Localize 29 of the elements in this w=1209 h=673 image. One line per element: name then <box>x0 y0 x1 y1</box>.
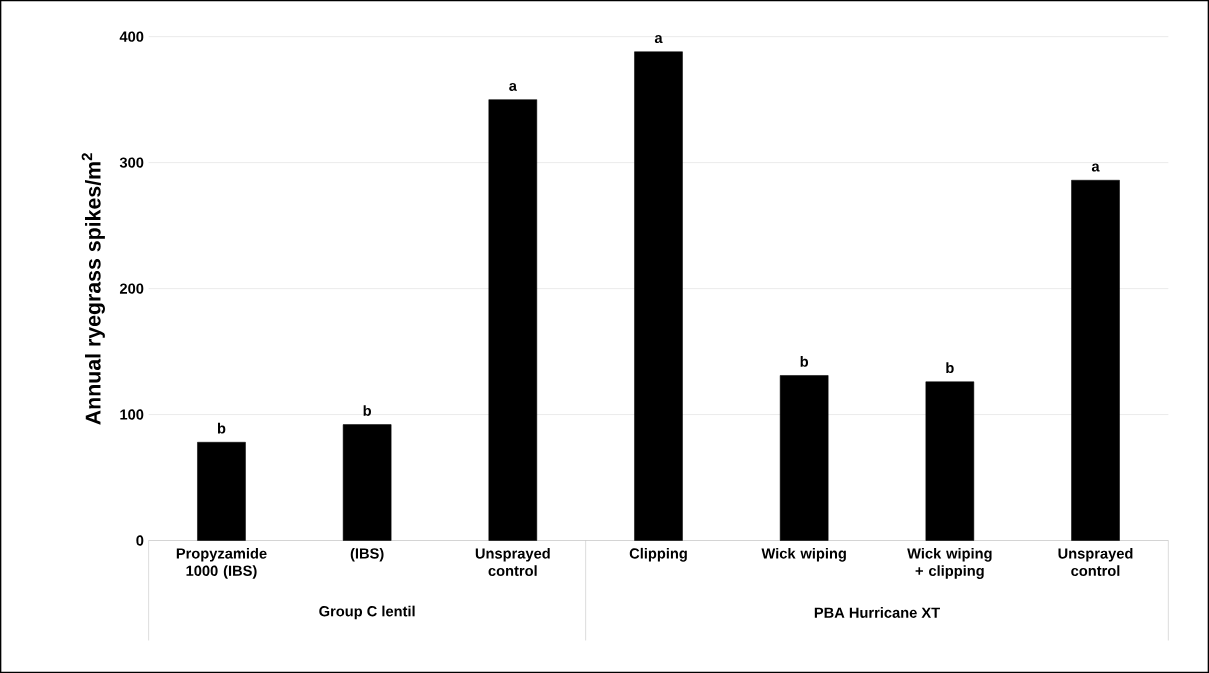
data-label: b <box>217 422 226 434</box>
y-tick-label: 200 <box>119 283 144 294</box>
bar <box>634 51 683 541</box>
x-tick-label: Clipping <box>629 547 687 562</box>
data-label: b <box>946 362 954 374</box>
y-tick-label: 0 <box>136 535 144 546</box>
y-tick-label: 300 <box>119 157 144 168</box>
bar <box>197 441 246 541</box>
data-label: b <box>800 355 809 367</box>
bar <box>779 375 829 541</box>
y-axis-title: Annual ryegrass spikes/m$^{2}$ <box>81 153 105 425</box>
text: PBA Hurricane XT <box>814 607 940 618</box>
y-tick-label: 100 <box>120 409 144 420</box>
x-tick-label: Wick wiping + clipping <box>907 547 992 579</box>
data-label: a <box>654 34 663 43</box>
x-tick-label: Propyzamide 1000 (IBS) <box>176 547 267 579</box>
x-tick-label: Unsprayed control <box>475 547 550 576</box>
x-tick-label: (IBS) <box>350 547 384 562</box>
x-tick-label: Wick wiping <box>761 547 846 562</box>
bar <box>1071 179 1120 541</box>
bar <box>342 424 392 541</box>
bar <box>925 381 975 541</box>
text: Group C lentil <box>319 605 415 620</box>
data-label: a <box>1091 163 1100 172</box>
data-label: a <box>509 82 517 91</box>
data-label: b <box>363 405 372 416</box>
y-tick-label: 400 <box>119 31 144 42</box>
x-tick-label: Unsprayed control <box>1058 547 1133 576</box>
bar <box>488 99 538 541</box>
